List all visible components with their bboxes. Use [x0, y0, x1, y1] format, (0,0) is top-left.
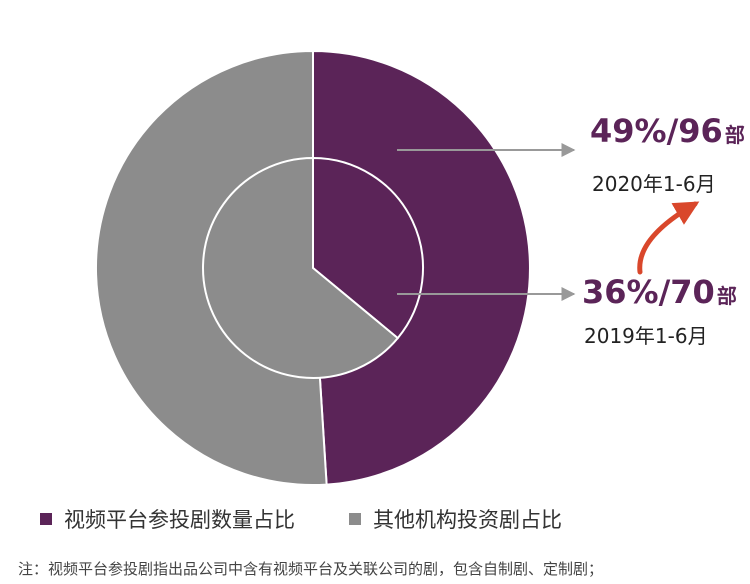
chart-legend: 视频平台参投剧数量占比 其他机构投资剧占比	[40, 504, 562, 534]
footnote: 注：视频平台参投剧指出品公司中含有视频平台及关联公司的剧，包含自制剧、定制剧；	[18, 560, 604, 578]
legend-item-platform: 视频平台参投剧数量占比	[40, 504, 295, 534]
chart-rings	[94, 49, 531, 486]
legend-swatch-platform	[40, 513, 52, 525]
ring-1-value-label: 36%/70 部	[582, 273, 737, 311]
legend-item-other: 其他机构投资剧占比	[349, 504, 562, 534]
legend-label-other: 其他机构投资剧占比	[373, 508, 562, 532]
legend-swatch-other	[349, 513, 361, 525]
ring-0-period-label: 2020年1-6月	[592, 172, 716, 196]
legend-label-platform: 视频平台参投剧数量占比	[64, 508, 295, 532]
ring-1-period-label: 2019年1-6月	[584, 324, 708, 348]
ring-1-slice-platform	[312, 156, 424, 340]
ring-1-slice-other	[202, 156, 400, 379]
trend-arrow-icon	[637, 201, 700, 275]
ring-0-value-label: 49%/96 部	[590, 112, 745, 150]
chart-labels: 49%/96 部 2020年1-6月 36%/70 部 2019年1-6月	[397, 112, 745, 348]
